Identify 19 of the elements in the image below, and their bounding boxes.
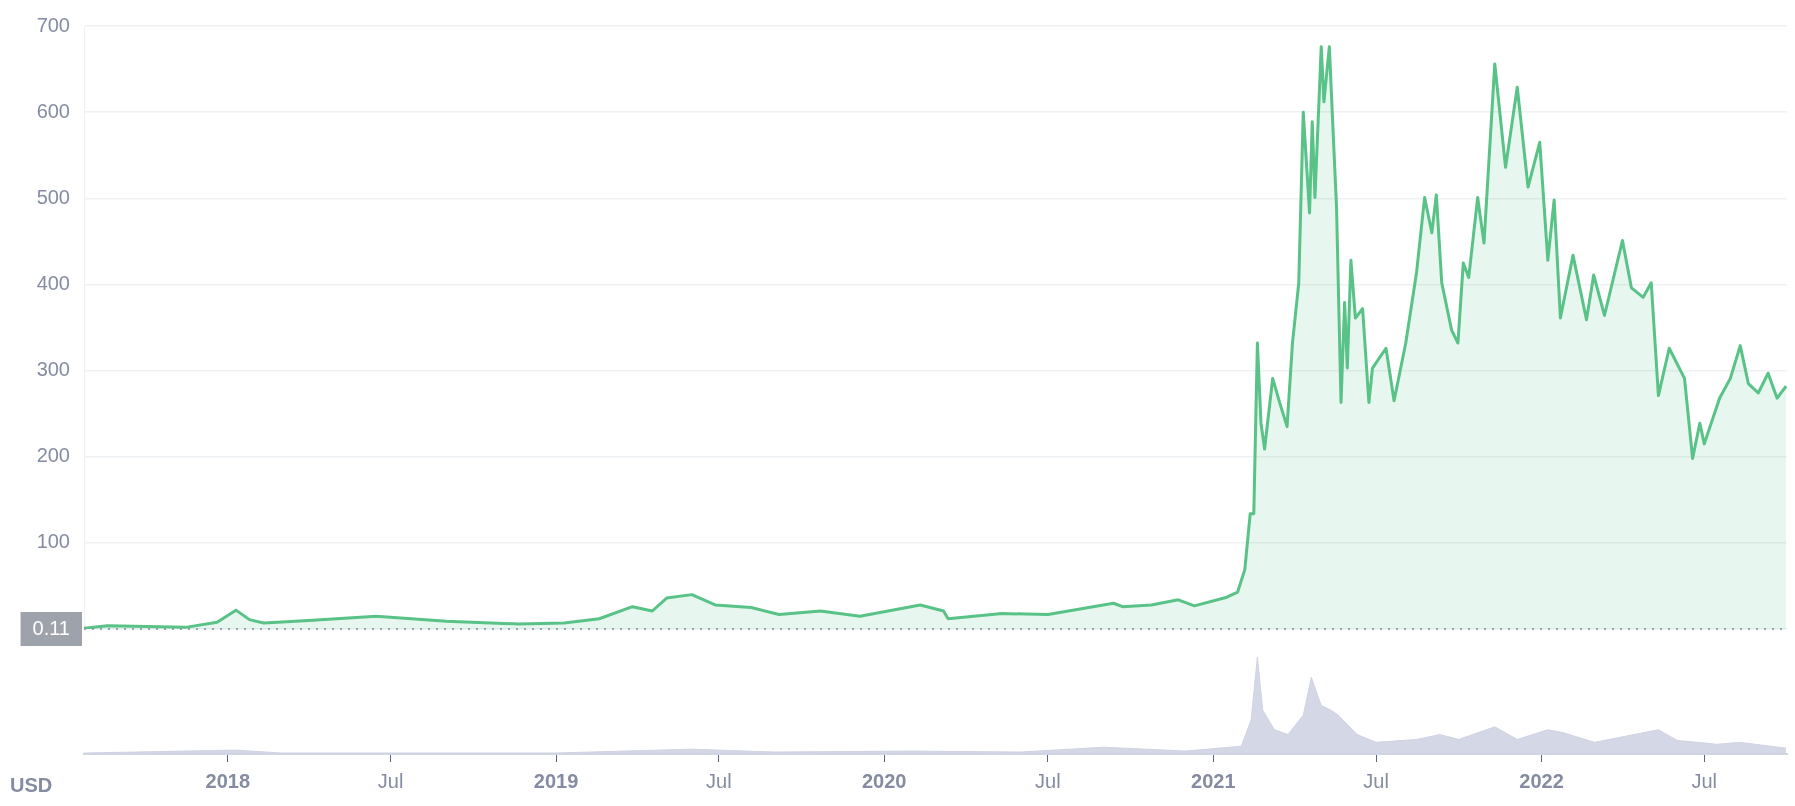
- x-tick-label: Jul: [706, 769, 732, 792]
- x-tick-label: 2022: [1519, 769, 1564, 792]
- y-tick-label: 0.11: [32, 616, 70, 639]
- y-tick-label: 700: [36, 13, 70, 36]
- y-tick-label: 500: [36, 185, 70, 208]
- y-tick-label: 100: [36, 530, 70, 553]
- x-tick-label: Jul: [1363, 769, 1389, 792]
- x-tick-label: 2019: [533, 769, 579, 792]
- x-tick-label: 2018: [205, 769, 251, 792]
- x-tick-label: 2021: [1191, 769, 1236, 792]
- x-tick-label: Jul: [1691, 769, 1718, 792]
- y-tick-label: 600: [36, 99, 70, 122]
- y-axis-title: USD: [10, 774, 53, 797]
- y-tick-label: 300: [36, 358, 70, 381]
- x-tick-label: Jul: [1035, 769, 1061, 792]
- y-tick-label: 400: [36, 271, 70, 294]
- x-tick-label: Jul: [377, 769, 404, 792]
- y-tick-label: 200: [36, 444, 70, 467]
- x-tick-label: 2020: [862, 769, 907, 792]
